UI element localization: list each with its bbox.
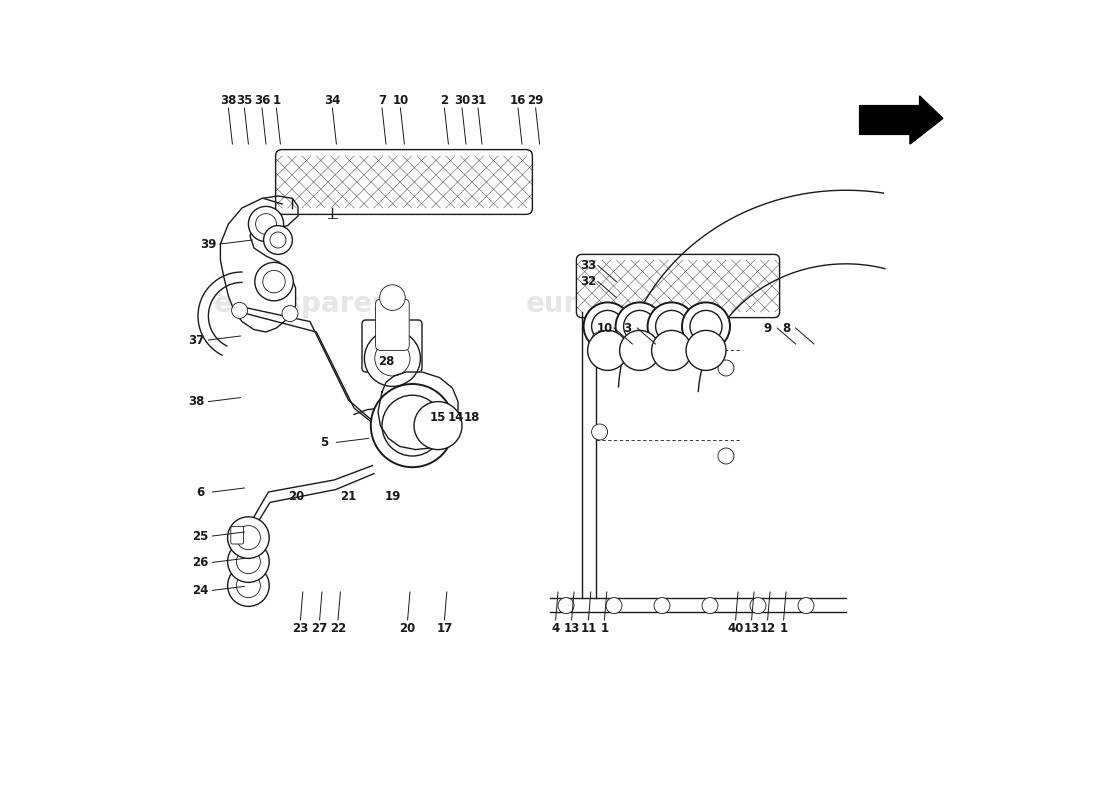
Text: 13: 13 bbox=[563, 622, 580, 634]
Circle shape bbox=[750, 598, 766, 614]
Text: 19: 19 bbox=[384, 490, 400, 502]
Circle shape bbox=[654, 598, 670, 614]
Circle shape bbox=[236, 550, 261, 574]
Text: 1: 1 bbox=[273, 94, 280, 106]
Circle shape bbox=[702, 598, 718, 614]
Circle shape bbox=[236, 526, 261, 550]
Text: 38: 38 bbox=[220, 94, 236, 106]
Text: 2: 2 bbox=[440, 94, 449, 106]
Circle shape bbox=[270, 232, 286, 248]
Circle shape bbox=[236, 574, 261, 598]
Text: 5: 5 bbox=[320, 436, 329, 449]
Text: eurospares: eurospares bbox=[526, 290, 702, 318]
Text: 1: 1 bbox=[780, 622, 788, 634]
Text: 24: 24 bbox=[192, 584, 209, 597]
Circle shape bbox=[587, 330, 628, 370]
Text: 9: 9 bbox=[763, 322, 772, 334]
Circle shape bbox=[228, 517, 270, 558]
Circle shape bbox=[656, 310, 688, 342]
Circle shape bbox=[682, 302, 730, 350]
Text: 20: 20 bbox=[399, 622, 416, 634]
Text: 6: 6 bbox=[196, 486, 205, 498]
Text: 3: 3 bbox=[624, 322, 631, 334]
FancyBboxPatch shape bbox=[375, 299, 409, 350]
Text: 37: 37 bbox=[188, 334, 205, 346]
Text: 40: 40 bbox=[727, 622, 744, 634]
Circle shape bbox=[414, 402, 462, 450]
Circle shape bbox=[718, 448, 734, 464]
Circle shape bbox=[619, 330, 660, 370]
Circle shape bbox=[249, 206, 284, 242]
FancyBboxPatch shape bbox=[362, 320, 422, 372]
Text: 20: 20 bbox=[288, 490, 305, 502]
Text: 11: 11 bbox=[581, 622, 596, 634]
Text: 17: 17 bbox=[437, 622, 452, 634]
Text: 12: 12 bbox=[759, 622, 775, 634]
FancyBboxPatch shape bbox=[231, 526, 243, 544]
Text: 7: 7 bbox=[378, 94, 386, 106]
Text: 18: 18 bbox=[463, 411, 480, 424]
Circle shape bbox=[375, 341, 410, 376]
Circle shape bbox=[228, 565, 270, 606]
Text: 21: 21 bbox=[340, 490, 356, 502]
FancyBboxPatch shape bbox=[576, 254, 780, 318]
Text: eurospares: eurospares bbox=[214, 290, 389, 318]
Circle shape bbox=[718, 360, 734, 376]
Circle shape bbox=[686, 330, 726, 370]
Text: 22: 22 bbox=[330, 622, 346, 634]
Circle shape bbox=[228, 541, 270, 582]
Text: 23: 23 bbox=[293, 622, 308, 634]
Circle shape bbox=[255, 214, 276, 234]
Text: 38: 38 bbox=[188, 395, 205, 408]
Text: 4: 4 bbox=[551, 622, 560, 634]
Polygon shape bbox=[859, 96, 943, 144]
Text: 33: 33 bbox=[581, 259, 596, 272]
Circle shape bbox=[616, 302, 663, 350]
Circle shape bbox=[282, 306, 298, 322]
Text: 26: 26 bbox=[192, 556, 209, 569]
Text: 28: 28 bbox=[377, 355, 394, 368]
Text: 31: 31 bbox=[470, 94, 486, 106]
Circle shape bbox=[232, 302, 248, 318]
Circle shape bbox=[690, 310, 722, 342]
Text: 36: 36 bbox=[254, 94, 271, 106]
Circle shape bbox=[798, 598, 814, 614]
Text: 32: 32 bbox=[581, 275, 596, 288]
Text: 16: 16 bbox=[509, 94, 526, 106]
Polygon shape bbox=[220, 196, 298, 332]
Text: 14: 14 bbox=[448, 411, 464, 424]
Circle shape bbox=[624, 310, 656, 342]
Circle shape bbox=[255, 262, 294, 301]
Text: 15: 15 bbox=[430, 411, 447, 424]
Circle shape bbox=[606, 598, 621, 614]
Text: 34: 34 bbox=[324, 94, 341, 106]
Polygon shape bbox=[378, 372, 458, 450]
Text: 29: 29 bbox=[527, 94, 543, 106]
Circle shape bbox=[371, 384, 454, 467]
Circle shape bbox=[592, 424, 607, 440]
Text: 25: 25 bbox=[192, 530, 209, 542]
Text: 8: 8 bbox=[782, 322, 790, 334]
Circle shape bbox=[264, 226, 293, 254]
Circle shape bbox=[592, 310, 624, 342]
Circle shape bbox=[558, 598, 574, 614]
Circle shape bbox=[382, 395, 443, 456]
Text: 10: 10 bbox=[393, 94, 408, 106]
Circle shape bbox=[263, 270, 285, 293]
Circle shape bbox=[648, 302, 695, 350]
Circle shape bbox=[651, 330, 692, 370]
Text: 13: 13 bbox=[744, 622, 760, 634]
Circle shape bbox=[379, 285, 405, 310]
Text: 27: 27 bbox=[311, 622, 328, 634]
Text: 35: 35 bbox=[236, 94, 253, 106]
Circle shape bbox=[364, 330, 420, 386]
Text: 30: 30 bbox=[454, 94, 470, 106]
Text: 39: 39 bbox=[200, 238, 217, 250]
Polygon shape bbox=[618, 190, 883, 391]
Text: 10: 10 bbox=[596, 322, 613, 334]
FancyBboxPatch shape bbox=[276, 150, 532, 214]
Circle shape bbox=[584, 302, 631, 350]
Circle shape bbox=[592, 332, 607, 348]
Text: 1: 1 bbox=[601, 622, 608, 634]
